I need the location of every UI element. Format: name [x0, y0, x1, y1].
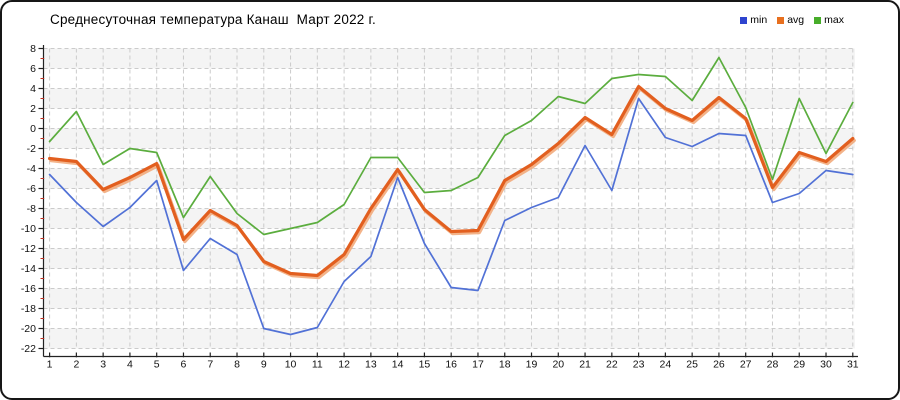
y-tick-label: -18: [21, 303, 36, 315]
x-tick-label: 3: [100, 359, 106, 371]
x-axis-labels: 1 2 3 4 5 6 7 8 9 10 11 12 13 14 15 16 17 18 19 20 21 22 23 24 2…: [47, 359, 859, 371]
x-axis-ticks: [48, 352, 854, 358]
x-tick-label: 8: [234, 359, 240, 371]
y-tick-label: 2: [30, 103, 36, 115]
x-tick-label: 22: [606, 359, 618, 371]
x-tick-label: 15: [419, 359, 431, 371]
x-tick-label: 7: [207, 359, 213, 371]
y-tick-label: -6: [27, 183, 36, 195]
y-axis-ticks: [38, 47, 44, 350]
series-max-line: [48, 56, 854, 236]
x-tick-label: 12: [338, 359, 350, 371]
x-tick-label: 13: [365, 359, 377, 371]
x-tick-label: 19: [526, 359, 538, 371]
x-tick-label: 10: [285, 359, 297, 371]
legend-label-min: min: [750, 14, 768, 26]
min-swatch-icon: [740, 16, 748, 24]
max-swatch-icon: [814, 16, 822, 24]
x-tick-label: 2: [73, 359, 79, 371]
legend-label-avg: avg: [787, 14, 805, 26]
y-tick-label: -20: [21, 323, 36, 335]
y-axis-labels: 8 6 4 2 0 -2 -4 -6 -8 -10 -12 -14 -16 -18 -20 -22: [21, 43, 36, 355]
y-tick-label: -4: [27, 163, 36, 175]
y-tick-label: 8: [30, 43, 36, 55]
avg-swatch-icon: [777, 16, 785, 24]
x-tick-label: 28: [767, 359, 779, 371]
y-tick-label: -22: [21, 343, 36, 355]
x-tick-label: 30: [820, 359, 832, 371]
x-tick-label: 9: [261, 359, 267, 371]
legend-label-max: max: [824, 14, 844, 26]
x-tick-label: 17: [472, 359, 484, 371]
x-tick-label: 21: [579, 359, 591, 371]
series-avg-line: [47, 84, 855, 278]
x-tick-label: 26: [713, 359, 725, 371]
x-tick-label: 6: [181, 359, 187, 371]
x-tick-label: 4: [127, 359, 133, 371]
y-tick-label: -16: [21, 283, 36, 295]
vertical-gridlines: [49, 48, 854, 349]
y-tick-label: 6: [30, 63, 36, 75]
x-tick-label: 29: [793, 359, 805, 371]
y-tick-label: -14: [21, 263, 36, 275]
page-title: Среднесуточная температура Канаш Март 20…: [50, 12, 376, 27]
legend: min avg max: [740, 14, 844, 26]
y-tick-label: -8: [27, 203, 36, 215]
y-tick-label: 0: [30, 123, 36, 135]
x-tick-label: 27: [740, 359, 752, 371]
horizontal-gridlines: [43, 48, 855, 349]
y-tick-label: -12: [21, 243, 36, 255]
y-tick-label: -2: [27, 143, 36, 155]
x-tick-label: 20: [552, 359, 564, 371]
x-tick-label: 23: [633, 359, 645, 371]
x-tick-label: 1: [47, 359, 53, 371]
x-tick-label: 5: [154, 359, 160, 371]
legend-item-max: max: [814, 14, 844, 26]
series-min-line: [48, 97, 854, 336]
x-tick-label: 25: [686, 359, 698, 371]
y-tick-label: -10: [21, 223, 36, 235]
x-tick-label: 18: [499, 359, 511, 371]
x-tick-label: 14: [392, 359, 404, 371]
x-tick-label: 31: [847, 359, 859, 371]
background-bands: [43, 48, 855, 349]
y-axis-minor-ticks: [40, 58, 45, 339]
legend-item-avg: avg: [777, 14, 804, 26]
x-tick-label: 24: [660, 359, 672, 371]
legend-item-min: min: [740, 14, 767, 26]
x-tick-label: 16: [445, 359, 457, 371]
x-tick-label: 11: [312, 359, 323, 371]
y-tick-label: 4: [30, 83, 36, 95]
